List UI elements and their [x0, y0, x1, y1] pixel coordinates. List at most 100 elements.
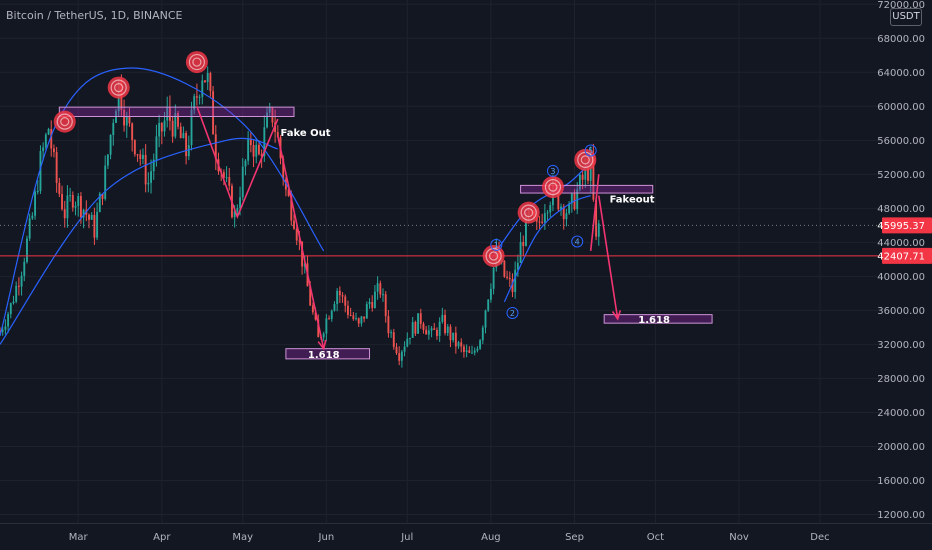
- candle: [47, 127, 50, 136]
- candle-body: [460, 342, 463, 347]
- candle-body: [406, 338, 409, 347]
- candle-body: [578, 174, 581, 190]
- candle-body: [206, 73, 209, 83]
- candle: [268, 102, 271, 116]
- price-tag-bg: [882, 217, 932, 234]
- candle: [101, 193, 104, 206]
- candle-body: [249, 138, 252, 146]
- time-tick-label: Aug: [481, 532, 501, 543]
- candle: [185, 130, 188, 165]
- candle-body: [93, 214, 96, 238]
- candle: [82, 208, 85, 229]
- candle: [255, 138, 258, 164]
- arrow: [589, 174, 600, 251]
- candle-body: [7, 314, 10, 327]
- arrow-line: [597, 195, 619, 320]
- candle: [465, 344, 468, 358]
- wave-label-circle: [506, 306, 519, 319]
- wave-label: 3: [546, 164, 559, 177]
- target-box: [520, 184, 654, 194]
- candle: [63, 200, 66, 228]
- candle-body: [347, 305, 349, 315]
- candle: [519, 232, 522, 264]
- candle-body: [225, 177, 228, 179]
- candle: [112, 118, 115, 146]
- candle-body: [546, 212, 549, 214]
- candle: [7, 311, 10, 333]
- candle: [93, 207, 96, 245]
- candle-body: [295, 228, 298, 241]
- wave-label: 5: [584, 144, 597, 157]
- candle-body: [136, 154, 139, 156]
- time-axis[interactable]: Mar Apr May Jun Jul Aug Sep Oct Nov Dec: [0, 523, 932, 550]
- candle-body: [476, 348, 479, 351]
- candle-body: [365, 304, 368, 319]
- time-tick-label: Oct: [647, 532, 664, 543]
- candle: [338, 286, 341, 303]
- candle-body: [106, 154, 109, 166]
- candle: [355, 312, 357, 321]
- candle: [503, 260, 506, 278]
- candle: [166, 96, 169, 128]
- candle-body: [549, 205, 552, 213]
- price-tick-label: 60000.00: [877, 102, 925, 113]
- candle-body: [144, 154, 147, 185]
- price-axis[interactable]: 72000.00 68000.00 64000.00 60000.00 56000.00…: [877, 0, 932, 550]
- candle: [444, 309, 446, 336]
- currency-button[interactable]: USDT: [890, 8, 922, 26]
- candle: [36, 180, 39, 195]
- candle-body: [4, 326, 7, 330]
- price-tick-label: 32000.00: [877, 340, 925, 351]
- candle-body: [511, 279, 514, 292]
- candle-body: [204, 80, 206, 83]
- candle-body: [516, 262, 519, 270]
- price-tick-label: 28000.00: [877, 374, 925, 385]
- time-tick-label: Apr: [153, 532, 171, 543]
- candle: [17, 277, 20, 296]
- candle-body: [185, 133, 188, 157]
- candle-body: [355, 318, 357, 320]
- candle: [425, 325, 428, 335]
- candle: [171, 115, 174, 143]
- candle: [53, 144, 55, 158]
- candle-body: [266, 112, 268, 128]
- candle: [352, 311, 355, 321]
- candle-body: [255, 144, 258, 157]
- candle-body: [163, 120, 166, 132]
- time-tick-label: May: [232, 532, 253, 543]
- target-ring-mid: [56, 113, 73, 130]
- candle-body: [260, 154, 263, 157]
- target-icon: [541, 176, 564, 199]
- candle-body: [228, 177, 231, 186]
- candle: [506, 270, 509, 280]
- arc-curve: [0, 67, 325, 337]
- candle: [249, 131, 252, 153]
- candle: [341, 292, 344, 303]
- candle: [403, 341, 406, 357]
- candle-body: [79, 196, 82, 218]
- price-tags: 45995.37 42407.71: [877, 217, 932, 264]
- candle: [471, 345, 473, 354]
- candle: [449, 324, 452, 348]
- candle: [347, 300, 349, 319]
- candle: [360, 315, 363, 327]
- candle-body: [201, 80, 204, 97]
- candle-body: [28, 218, 31, 239]
- price-tick-label: 68000.00: [877, 34, 925, 45]
- candle-body: [595, 199, 598, 237]
- candle-body: [479, 340, 482, 349]
- candle: [31, 212, 34, 220]
- candle-body: [187, 145, 190, 157]
- candle: [109, 134, 112, 160]
- candle-body: [314, 312, 317, 320]
- candle: [104, 155, 107, 201]
- candle-body: [449, 326, 452, 341]
- candle: [462, 344, 465, 358]
- candle: [357, 317, 360, 327]
- candle: [322, 331, 325, 342]
- candle-body: [452, 332, 455, 341]
- candle-body: [69, 195, 72, 197]
- arrow-head: [611, 310, 622, 321]
- candle: [479, 338, 482, 350]
